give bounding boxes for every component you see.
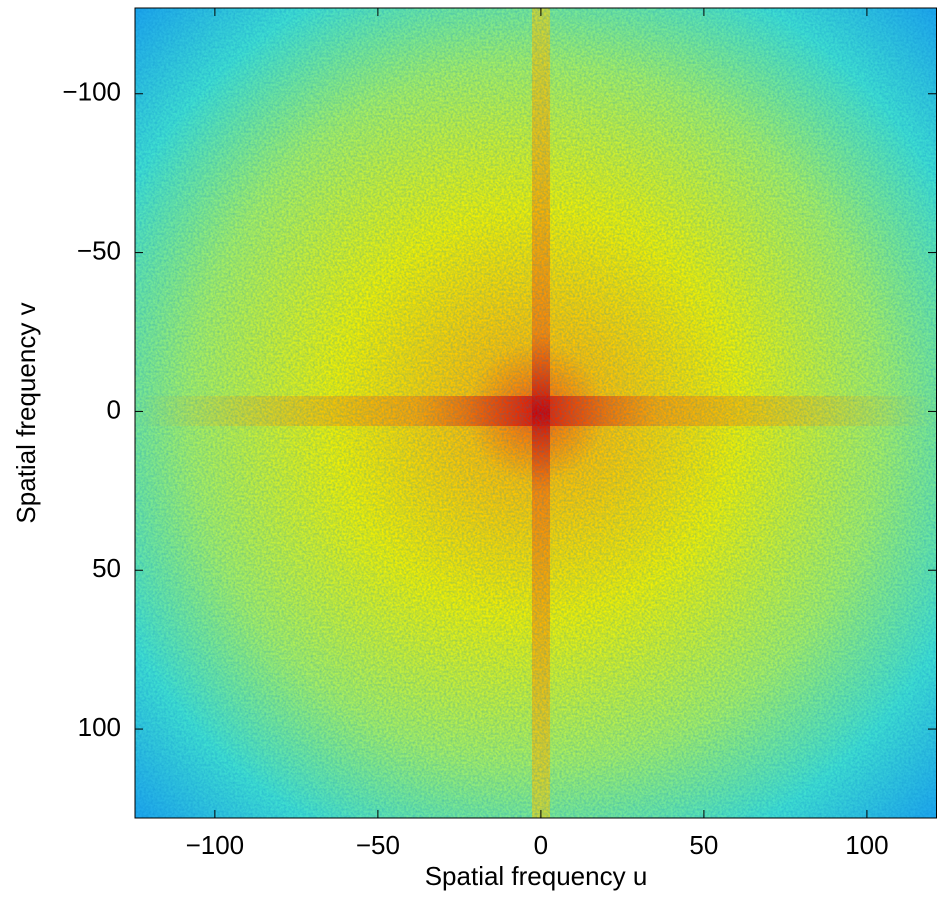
y-tick-label: 100 [78,712,121,742]
x-axis-label: Spatial frequency u [425,861,648,891]
x-tick-label: −100 [186,830,245,860]
y-tick-label: −50 [77,235,121,265]
y-axis-label: Spatial frequency v [11,302,41,523]
x-tick-label: 50 [689,830,718,860]
y-tick-label: 50 [92,553,121,583]
x-tick-label: −50 [356,830,400,860]
y-tick-label: −100 [62,77,121,107]
y-tick-label: 0 [107,394,121,424]
x-tick-label: 100 [845,830,888,860]
spectrum-image [135,8,937,818]
x-tick-label: 0 [534,830,548,860]
